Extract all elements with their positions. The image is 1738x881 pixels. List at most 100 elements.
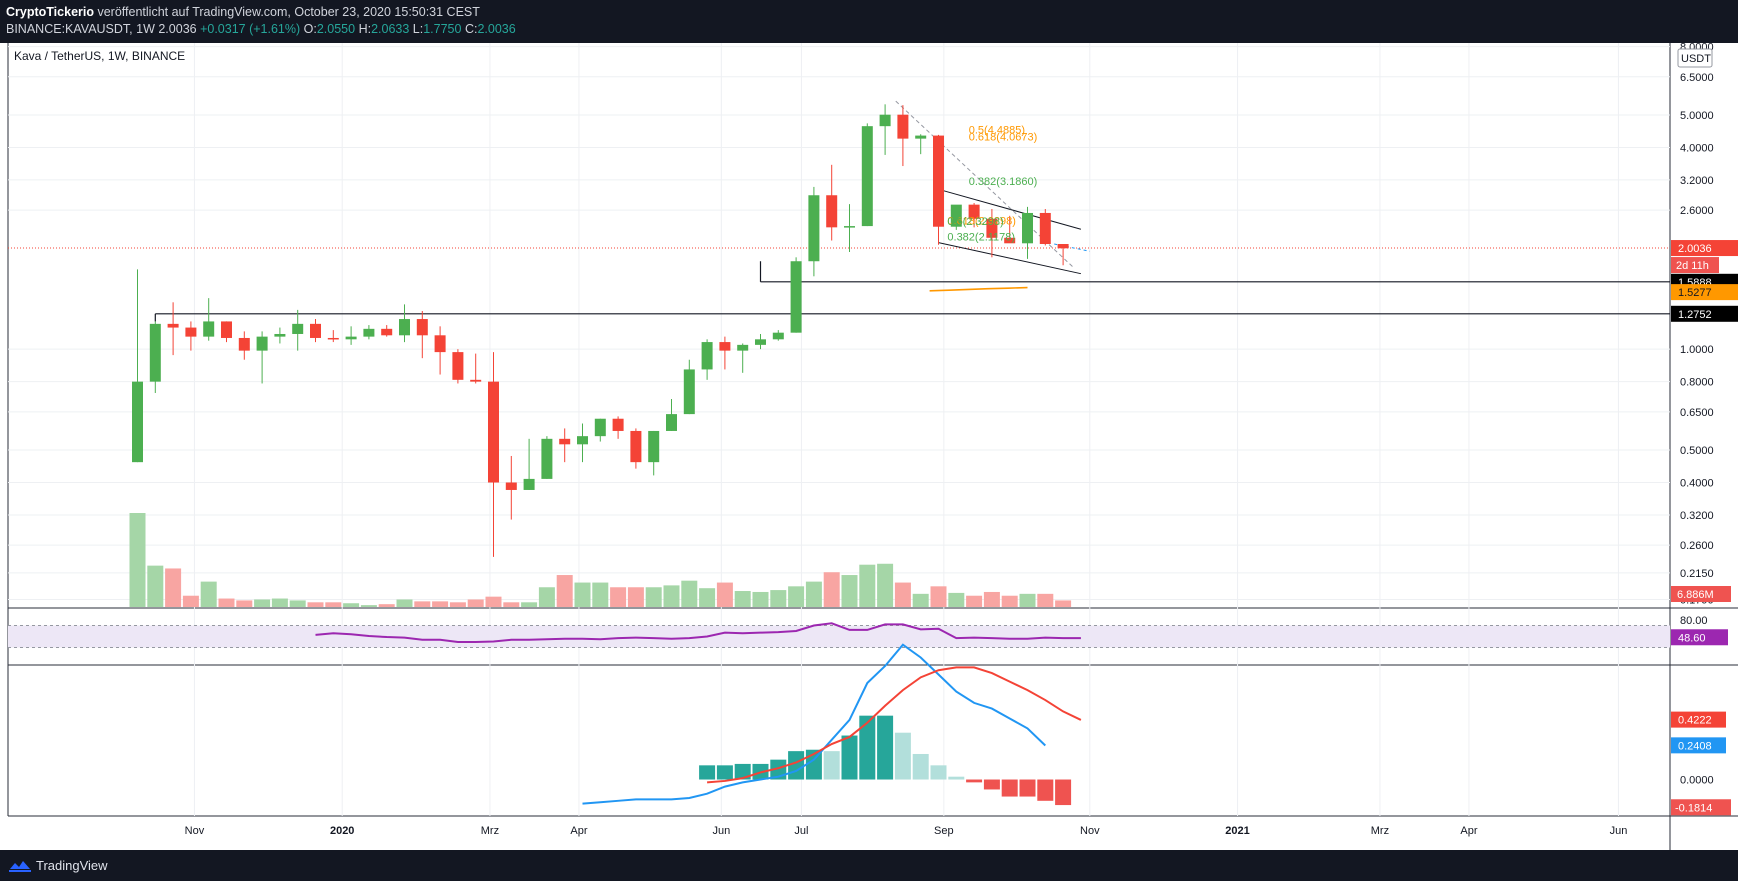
volume-bar bbox=[485, 596, 502, 607]
candle-body bbox=[327, 337, 339, 340]
fib-label: 0.5(2.3298) bbox=[947, 216, 1003, 228]
macd-line bbox=[582, 643, 1046, 805]
candle-body bbox=[861, 126, 873, 227]
candle-body bbox=[950, 204, 962, 227]
volume-bar bbox=[1037, 593, 1054, 607]
volume-bar bbox=[289, 600, 306, 607]
close-value: 2.0036 bbox=[477, 22, 516, 36]
candle-body bbox=[274, 333, 286, 337]
candle-body bbox=[648, 430, 660, 463]
hist-badge-label: -0.1814 bbox=[1675, 802, 1712, 814]
macd-histogram-bar bbox=[859, 715, 876, 780]
publish-line: CryptoTickerio veröffentlicht auf Tradin… bbox=[6, 5, 480, 19]
volume-bar bbox=[627, 587, 644, 607]
publisher-name[interactable]: CryptoTickerio bbox=[6, 5, 94, 19]
volume-bar bbox=[912, 593, 929, 607]
y-tick-label: 0.4000 bbox=[1680, 477, 1714, 489]
candle-body bbox=[256, 336, 268, 351]
volume-bar bbox=[877, 563, 894, 607]
volume-badge bbox=[1671, 586, 1731, 602]
candle-body bbox=[399, 319, 410, 336]
change-value: +0.0317 (+1.61%) bbox=[200, 22, 301, 36]
hist-badge bbox=[1671, 799, 1731, 816]
volume-bar bbox=[521, 602, 538, 607]
candle-body bbox=[577, 436, 588, 445]
signal-badge-label: 0.4222 bbox=[1678, 715, 1712, 727]
candle-body bbox=[844, 226, 855, 228]
macd-histogram-bar bbox=[1001, 779, 1018, 797]
rsi-badge bbox=[1671, 629, 1728, 646]
symbol-label: BINANCE:KAVAUSDT, 1W bbox=[6, 22, 155, 36]
volume-bar bbox=[859, 564, 876, 607]
candle-body bbox=[363, 328, 375, 337]
volume-bar bbox=[716, 582, 733, 607]
ema-line bbox=[929, 286, 1028, 292]
brand-text[interactable]: TradingView bbox=[36, 858, 108, 873]
macd-badge bbox=[1671, 737, 1726, 754]
volume-bar bbox=[307, 602, 324, 607]
volume-bar bbox=[592, 582, 609, 607]
macd-histogram-bar bbox=[841, 735, 858, 780]
candle-body bbox=[755, 339, 766, 345]
volume-bar bbox=[823, 572, 840, 607]
last-price: 2.0036 bbox=[158, 22, 197, 36]
y-tick-label: 1.0000 bbox=[1680, 344, 1714, 356]
y-tick-label: 0.6500 bbox=[1680, 407, 1714, 419]
volume-bar bbox=[218, 598, 235, 607]
volume-bar bbox=[699, 588, 716, 607]
candle-body bbox=[879, 114, 891, 127]
level-badge bbox=[1671, 305, 1738, 322]
signal-badge bbox=[1671, 711, 1726, 728]
candle-body bbox=[416, 319, 428, 336]
candle-body bbox=[167, 323, 179, 328]
rsi-line bbox=[315, 622, 1081, 643]
high-value: 2.0633 bbox=[371, 22, 410, 36]
ohlc-line: BINANCE:KAVAUSDT, 1W 2.0036 +0.0317 (+1.… bbox=[6, 22, 516, 36]
x-tick-label: Nov bbox=[185, 825, 205, 837]
candle-body bbox=[541, 438, 553, 479]
candle-body bbox=[897, 114, 909, 139]
volume-bar bbox=[574, 582, 591, 607]
rsi-band bbox=[8, 625, 1670, 648]
x-tick-label: Apr bbox=[570, 825, 587, 837]
volume-bar bbox=[538, 587, 555, 607]
high-label: H: bbox=[358, 22, 372, 36]
volume-bar bbox=[360, 605, 377, 607]
volume-bar bbox=[805, 581, 822, 607]
rsi-pane bbox=[8, 622, 1670, 648]
volume-bar bbox=[165, 568, 182, 607]
volume-bar bbox=[610, 587, 627, 607]
candle-body bbox=[790, 261, 802, 333]
fib-label: 0.382(2.1178) bbox=[947, 231, 1015, 243]
candle-body bbox=[505, 482, 517, 490]
candle-body bbox=[238, 337, 250, 351]
volume-bar bbox=[182, 595, 199, 607]
volume-bar bbox=[948, 592, 965, 607]
volume-bar bbox=[788, 586, 805, 607]
candle-body bbox=[683, 369, 695, 415]
candle-body bbox=[523, 478, 535, 490]
chart-svg[interactable]: 0.5(4.4885)0.618(4.0673) 0.382(3.1860) 0.6… bbox=[0, 43, 1738, 850]
macd-badge-label: 0.2408 bbox=[1678, 740, 1712, 752]
low-value: 1.7750 bbox=[423, 22, 462, 36]
candle-body bbox=[968, 204, 980, 219]
candle-body bbox=[132, 381, 143, 463]
candle-body bbox=[701, 342, 713, 370]
y-tick-label: 4.0000 bbox=[1680, 142, 1714, 154]
candle-body bbox=[345, 336, 357, 340]
candle-body bbox=[630, 430, 642, 463]
volume-bar bbox=[894, 582, 911, 607]
volume-bar bbox=[503, 602, 520, 607]
volume-bar bbox=[129, 513, 146, 607]
macd-histogram-bar bbox=[966, 779, 983, 783]
volume-bar bbox=[966, 595, 983, 607]
volume-bar bbox=[734, 591, 751, 607]
channel-lower bbox=[938, 242, 1082, 275]
volume-bar bbox=[325, 602, 342, 607]
macd-histogram-bar bbox=[877, 715, 894, 780]
macd-histogram-bar bbox=[788, 751, 805, 780]
candle-body bbox=[452, 352, 464, 380]
volume-badge-label: 6.886M bbox=[1677, 589, 1714, 601]
macd-histogram-bar bbox=[948, 776, 965, 780]
volume-bar bbox=[930, 586, 947, 607]
